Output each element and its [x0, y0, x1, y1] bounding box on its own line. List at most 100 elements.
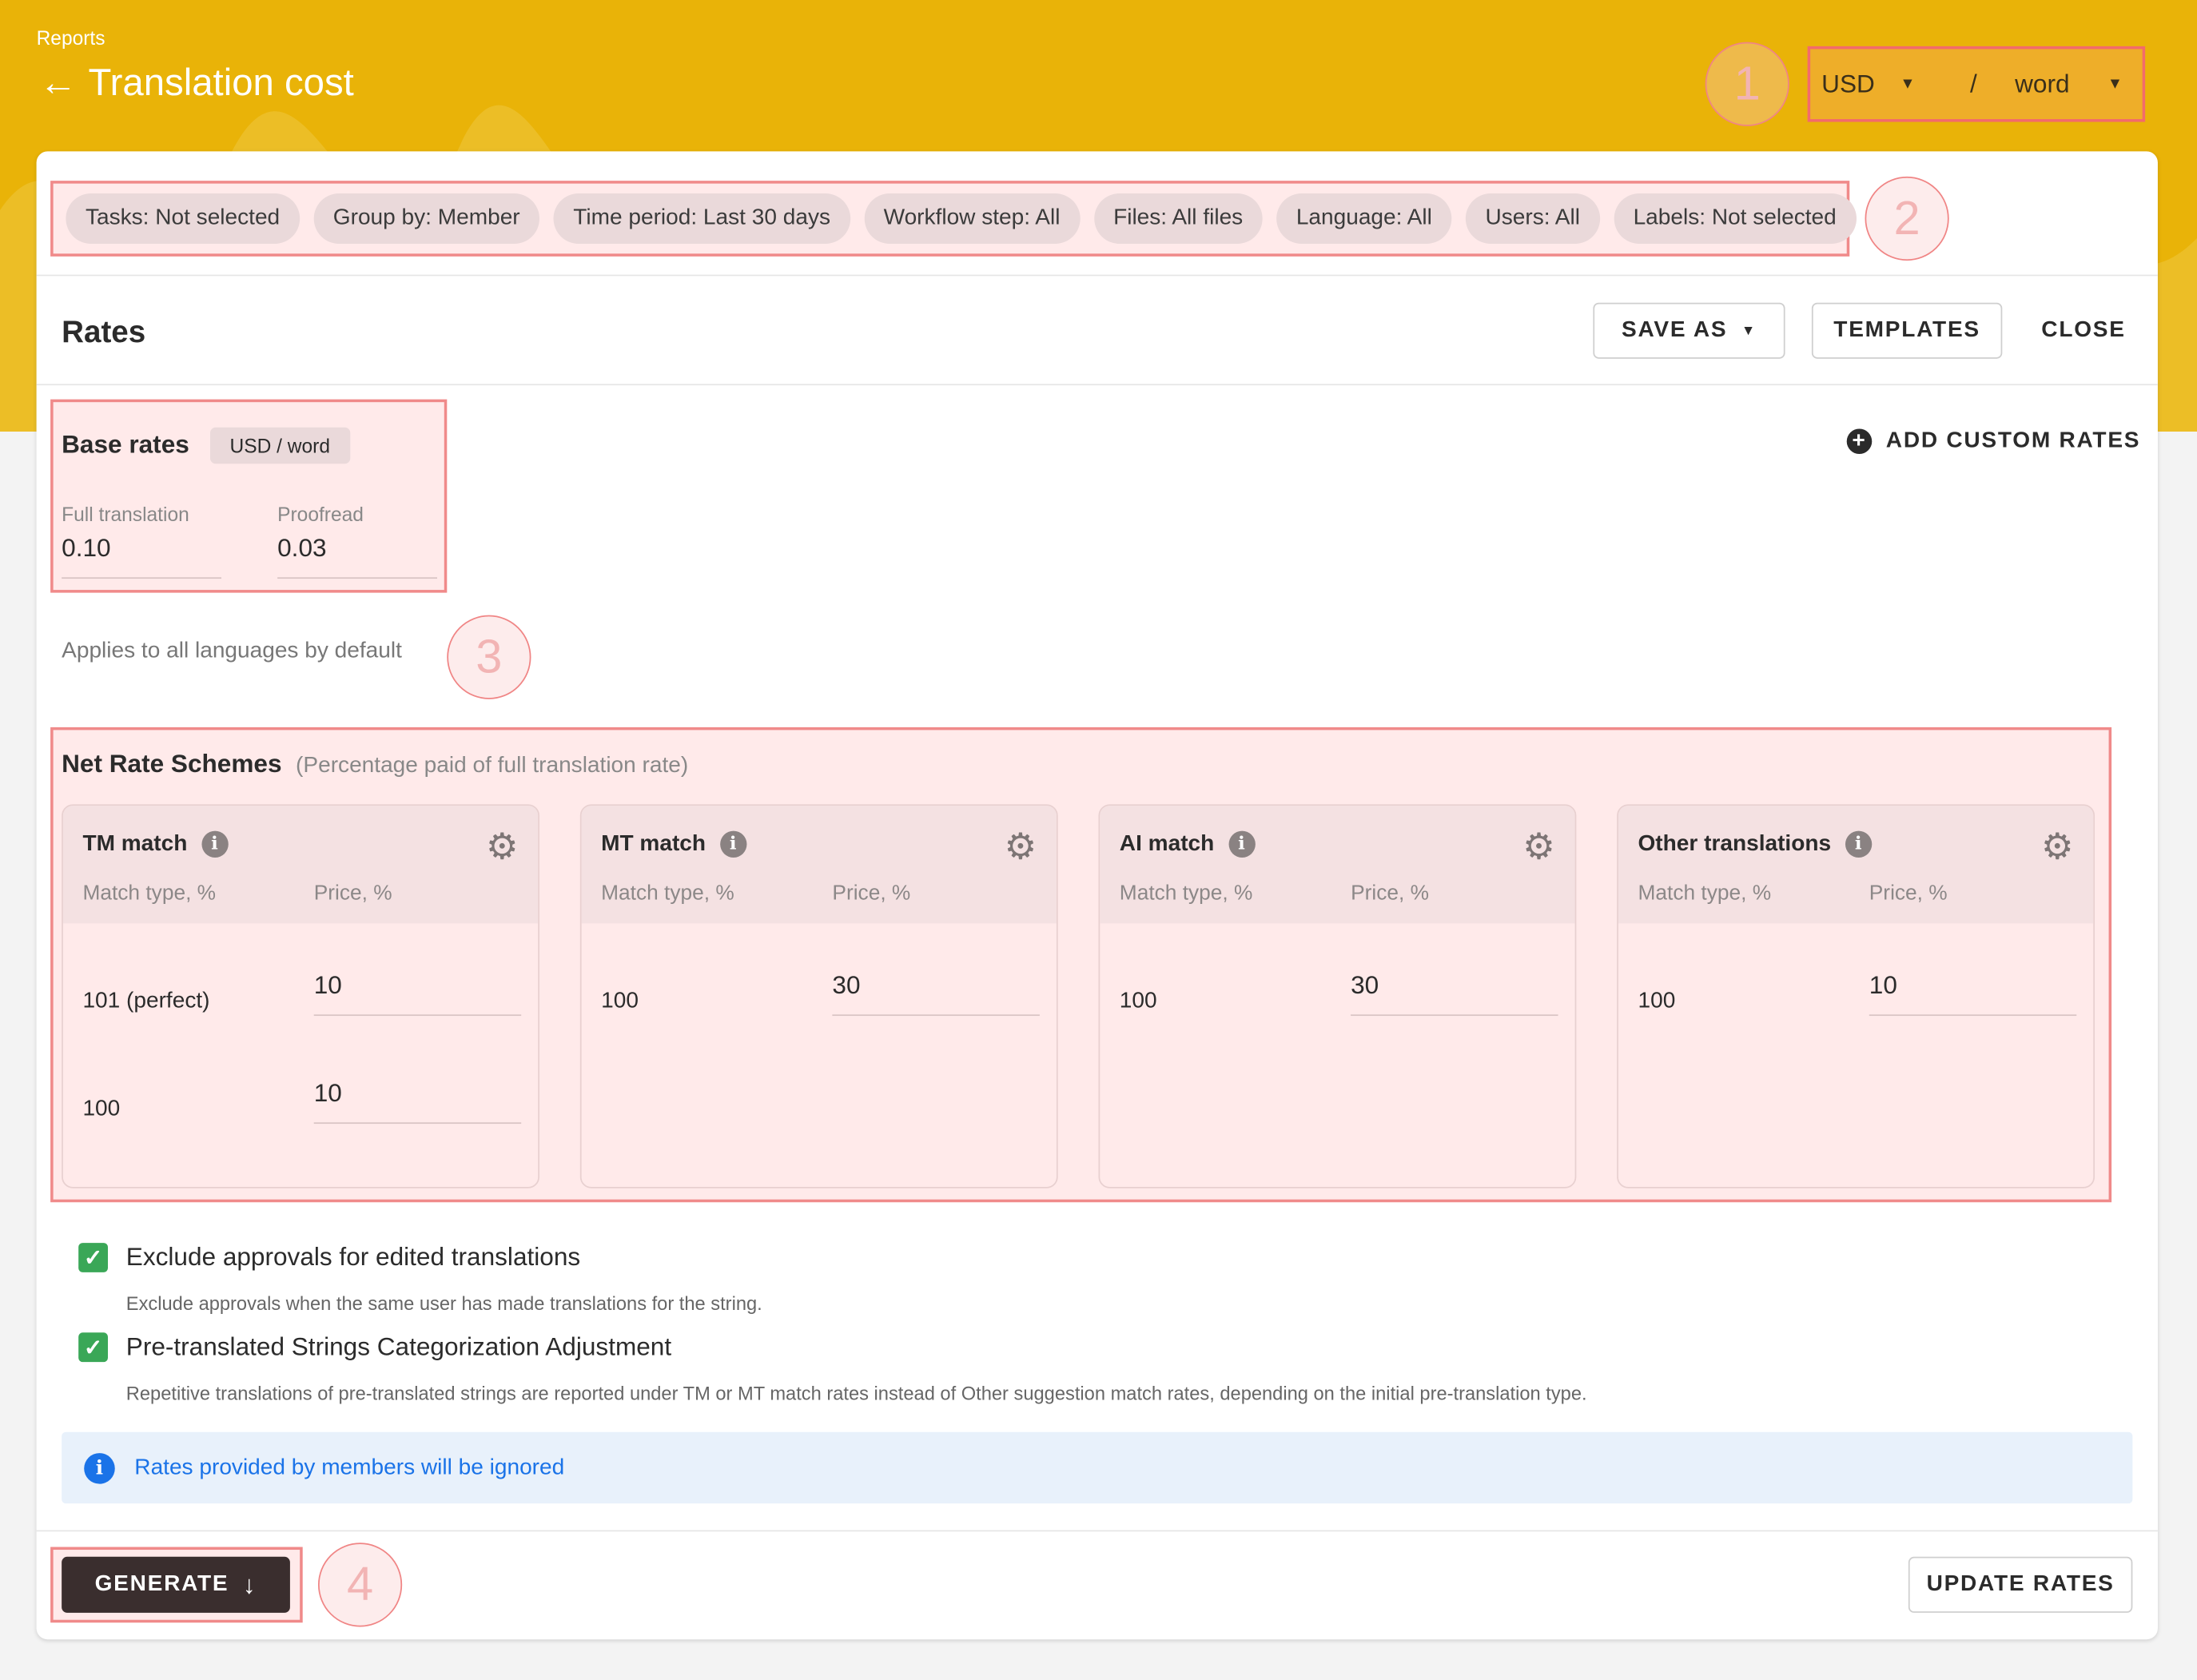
save-as-label: SAVE AS [1622, 317, 1728, 342]
match-type-header: Match type, % [601, 881, 734, 906]
annotation-1: 1 [1705, 42, 1789, 126]
info-banner: i Rates provided by members will be igno… [62, 1431, 2133, 1504]
option-description: Exclude approvals when the same user has… [125, 1293, 762, 1315]
price-input[interactable]: 10 [313, 971, 522, 1017]
info-icon[interactable]: i [719, 830, 746, 858]
price-header: Price, % [1869, 881, 1948, 906]
net-rate-title: Net Rate Schemes [62, 749, 282, 778]
match-type-value: 101 (perfect) [82, 989, 210, 1013]
breadcrumb-reports[interactable]: Reports [36, 26, 105, 50]
generate-button[interactable]: GENERATE ↓ [62, 1556, 290, 1613]
add-custom-rates-label: ADD CUSTOM RATES [1885, 428, 2141, 453]
base-rates-section: Base rates USD / word Full translation 0… [50, 399, 448, 593]
unit-badge: USD / word [209, 427, 350, 464]
option-title: Pre-translated Strings Categorization Ad… [125, 1332, 672, 1361]
annotation-2: 2 [1865, 176, 1949, 261]
full-translation-label: Full translation [62, 503, 189, 526]
rate-card-header [1618, 806, 2094, 924]
filter-chip[interactable]: Time period: Last 30 days [553, 193, 850, 245]
match-type-header: Match type, % [1119, 881, 1253, 906]
match-type-header: Match type, % [1638, 881, 1772, 906]
filter-chip[interactable]: Workflow step: All [864, 193, 1081, 245]
gear-icon[interactable]: ⚙ [485, 825, 519, 868]
update-rates-button[interactable]: UPDATE RATES [1908, 1556, 2133, 1613]
currency-select[interactable]: USD [1821, 69, 1875, 98]
close-button[interactable]: CLOSE [2032, 302, 2135, 359]
separator: / [1969, 69, 1977, 98]
filter-chip[interactable]: Group by: Member [313, 193, 540, 245]
divider [36, 274, 2158, 277]
divider [36, 1530, 2158, 1532]
add-custom-rates-button[interactable]: + ADD CUSTOM RATES [1846, 428, 2141, 455]
price-header: Price, % [313, 881, 392, 906]
rate-card: TM match i ⚙ Match type, % Price, % 101 (p… [62, 804, 539, 1188]
back-arrow-icon[interactable]: ← [39, 62, 78, 104]
info-icon: i [84, 1452, 115, 1483]
page-title: ← Translation cost [39, 62, 354, 105]
rate-card-title: MT match i [601, 830, 746, 858]
rate-card-title-text: TM match [82, 831, 188, 856]
gear-icon[interactable]: ⚙ [1004, 825, 1037, 868]
net-rate-subtitle: (Percentage paid of full translation rat… [296, 754, 689, 778]
proofread-label: Proofread [277, 503, 364, 526]
rate-card-title-text: AI match [1119, 831, 1215, 856]
match-type-value: 100 [601, 989, 639, 1013]
price-input[interactable]: 30 [832, 971, 1040, 1017]
annotation-3: 3 [447, 615, 531, 699]
price-header: Price, % [832, 881, 911, 906]
unit-select[interactable]: word [2015, 69, 2070, 98]
price-header: Price, % [1351, 881, 1430, 906]
filter-chip[interactable]: Language: All [1276, 193, 1452, 245]
annotation-4: 4 [317, 1543, 403, 1627]
filter-chip[interactable]: Users: All [1465, 193, 1600, 245]
caret-down-icon: ▼ [1741, 323, 1757, 339]
arrow-down-icon: ↓ [242, 1570, 257, 1598]
gear-icon[interactable]: ⚙ [1522, 825, 1556, 868]
rate-card: Other translations i ⚙ Match type, % Pric… [1617, 804, 2096, 1188]
page-title-text: Translation cost [88, 62, 354, 104]
checkbox[interactable]: ✓ [78, 1243, 108, 1272]
match-type-value: 100 [1119, 989, 1157, 1013]
rate-card: MT match i ⚙ Match type, % Price, % 100 30 [579, 804, 1058, 1188]
generate-label: GENERATE [94, 1572, 229, 1596]
rate-card-title: AI match i [1119, 830, 1256, 858]
rate-card-title-text: Other translations [1638, 831, 1832, 856]
price-input[interactable]: 30 [1351, 971, 1558, 1017]
filter-bar: Tasks: Not selected Group by: Member Time … [50, 181, 1857, 257]
save-as-button[interactable]: SAVE AS ▼ [1593, 302, 1785, 359]
info-icon[interactable]: i [1228, 830, 1256, 858]
price-input[interactable]: 10 [1869, 971, 2077, 1017]
info-banner-text: Rates provided by members will be ignore… [134, 1455, 565, 1479]
rate-card-title: Other translations i [1638, 830, 1872, 858]
gear-icon[interactable]: ⚙ [2040, 825, 2074, 868]
currency-unit-selector: USD ▼ / word ▼ [1807, 46, 2146, 122]
rate-card-title: TM match i [82, 830, 229, 858]
filter-chip[interactable]: Labels: Not selected [1614, 193, 1857, 245]
chevron-down-icon[interactable]: ▼ [2107, 75, 2123, 93]
rate-card-header [581, 806, 1057, 924]
rate-card-title-text: MT match [601, 831, 706, 856]
plus-circle-icon: + [1846, 428, 1873, 455]
divider [36, 384, 2158, 386]
info-icon[interactable]: i [1845, 830, 1872, 858]
full-translation-input[interactable]: 0.10 [62, 534, 222, 579]
checkbox[interactable]: ✓ [78, 1332, 108, 1363]
base-rates-note: Applies to all languages by default [62, 639, 402, 663]
rate-card-header [1100, 806, 1575, 924]
match-type-header: Match type, % [82, 881, 217, 906]
rate-card-header [62, 806, 539, 924]
base-rates-title: Base rates [62, 430, 189, 459]
info-icon[interactable]: i [201, 830, 229, 858]
option-title: Exclude approvals for edited translation… [125, 1243, 581, 1272]
price-input[interactable]: 10 [313, 1079, 522, 1125]
option-description: Repetitive translations of pre-translate… [125, 1383, 1587, 1404]
rates-title: Rates [62, 313, 146, 349]
chevron-down-icon[interactable]: ▼ [1900, 75, 1916, 93]
rate-card: AI match i ⚙ Match type, % Price, % 100 30 [1098, 804, 1577, 1188]
templates-button[interactable]: TEMPLATES [1811, 302, 2003, 359]
match-type-value: 100 [82, 1097, 121, 1121]
filter-chip[interactable]: Tasks: Not selected [66, 193, 300, 245]
match-type-value: 100 [1638, 989, 1676, 1013]
proofread-input[interactable]: 0.03 [277, 534, 437, 579]
filter-chip[interactable]: Files: All files [1093, 193, 1263, 245]
